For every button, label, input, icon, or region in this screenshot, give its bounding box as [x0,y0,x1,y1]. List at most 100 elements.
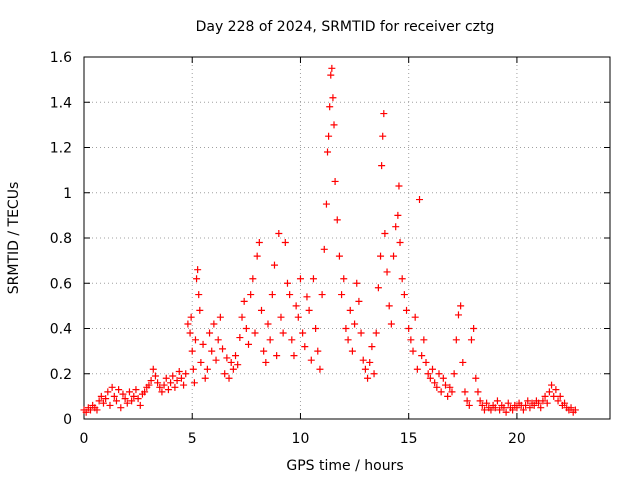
data-point [182,370,190,378]
data-point [561,399,569,407]
data-point [407,336,415,344]
data-point [247,291,255,299]
data-point [82,408,90,416]
data-point [357,329,365,337]
data-point [327,71,335,79]
data-point [368,343,376,351]
data-point [493,397,501,405]
data-point [474,388,482,396]
data-point [187,313,195,321]
data-point [513,404,521,412]
data-point [93,406,101,414]
data-point [437,388,445,396]
data-point [264,320,272,328]
data-point [359,356,367,364]
data-point [394,211,402,219]
data-point [344,336,352,344]
data-point [480,406,488,414]
data-point [283,279,291,287]
data-point [390,252,398,260]
data-point [328,64,336,72]
data-point [270,261,278,269]
data-point [431,379,439,387]
data-point [374,284,382,292]
data-point [326,103,334,111]
data-point [149,365,157,373]
data-point [519,406,527,414]
data-point [461,388,469,396]
data-point [422,358,430,366]
data-point [194,266,202,274]
data-point [99,399,107,407]
data-point [303,293,311,301]
data-point [307,356,315,364]
data-point [294,313,302,321]
data-point [286,291,294,299]
data-point [208,347,216,355]
data-point [398,275,406,283]
data-point [550,392,558,400]
data-point [472,374,480,382]
x-tick-label: 20 [508,431,526,447]
data-point [405,325,413,332]
data-point [151,372,159,380]
data-point [418,352,426,360]
data-point [435,370,443,378]
data-point [167,379,175,387]
data-point [383,268,391,276]
data-point [141,388,149,396]
y-tick-label: 0.2 [50,367,72,383]
data-point [324,148,332,156]
data-point [253,252,261,260]
data-point [136,401,144,409]
data-point [541,392,549,400]
data-point [214,336,222,344]
data-point [454,311,462,319]
data-point [158,388,166,396]
y-tick-label: 0.6 [50,276,72,292]
data-point [556,392,564,400]
data-point [299,329,307,337]
data-point [123,399,131,407]
data-point [128,397,136,405]
data-point [281,239,289,247]
data-point [372,329,380,337]
data-point [346,306,354,314]
data-point [543,399,551,407]
data-point [249,275,257,283]
data-point [441,381,449,389]
data-point [119,390,127,398]
data-point [429,365,437,373]
data-point [446,383,454,391]
data-point [530,401,538,409]
data-point [314,347,322,355]
data-point [104,388,112,396]
data-point [322,200,330,208]
data-point [242,325,250,332]
data-point [444,392,452,400]
data-point [366,358,374,366]
data-point [467,336,475,344]
data-point [186,329,194,337]
data-point [502,408,510,416]
data-point [225,374,233,382]
data-point [433,383,441,391]
data-point [162,374,170,382]
data-point [115,386,123,394]
data-point [470,325,478,332]
data-point [476,397,484,405]
data-point [156,383,164,391]
data-point [268,291,276,299]
y-tick-label: 0 [63,412,72,428]
data-point [164,386,172,394]
data-point [567,404,575,412]
y-tick-label: 1 [63,186,72,202]
data-point [457,302,465,310]
data-point [338,291,346,299]
y-axis-label: SRMTID / TECUs [6,182,22,295]
data-point [245,340,253,348]
data-point [539,397,547,405]
data-point [305,306,313,314]
data-point [483,399,491,407]
data-point [331,177,339,185]
